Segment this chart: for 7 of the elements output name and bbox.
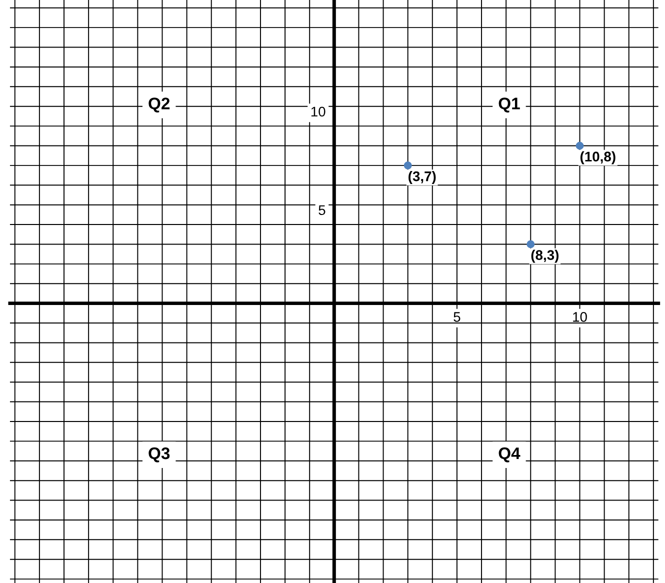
annotation: Q1 xyxy=(498,98,520,113)
annotation: Q2 xyxy=(148,98,170,113)
annotation: (10,8) xyxy=(580,151,616,164)
annotation: (8,3) xyxy=(531,250,559,263)
annotation: (3,7) xyxy=(408,171,436,184)
annotation: Q4 xyxy=(498,447,520,462)
annotation: Q3 xyxy=(148,447,170,462)
